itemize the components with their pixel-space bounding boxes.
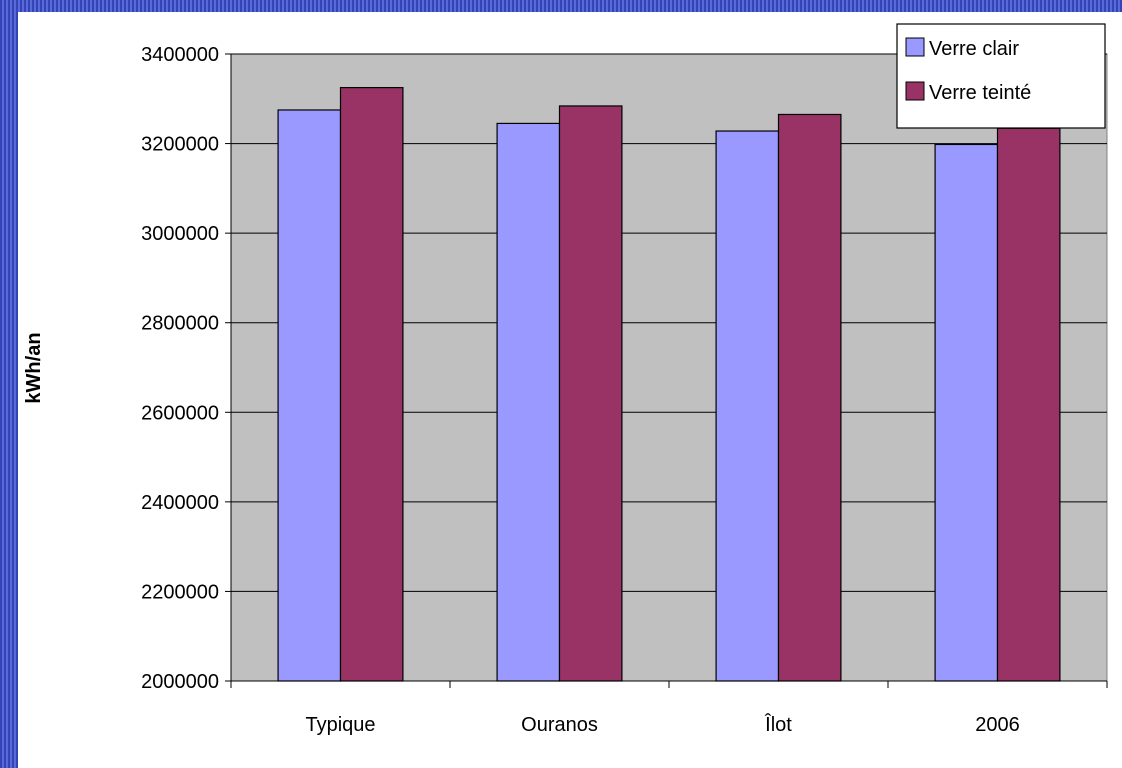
- x-tick-label: 2006: [975, 714, 1020, 736]
- legend-box: [896, 23, 1106, 129]
- legend-swatch: [905, 81, 925, 101]
- y-tick-label: 2600000: [141, 402, 219, 424]
- bar-verre-clair: [715, 130, 780, 682]
- x-tick-label: Typique: [305, 714, 375, 736]
- bar-verre-clair: [277, 109, 342, 682]
- y-tick-label: 2000000: [141, 671, 219, 693]
- y-tick-label: 2400000: [141, 492, 219, 514]
- y-tick-label: 3000000: [141, 223, 219, 245]
- legend-label: Verre clair: [929, 38, 1019, 60]
- bar-verre-clair: [496, 122, 561, 682]
- bar-verre-teint-: [996, 127, 1061, 682]
- y-tick-label: 3400000: [141, 44, 219, 66]
- y-tick-label: 2800000: [141, 313, 219, 335]
- bar-verre-clair: [934, 143, 999, 682]
- axes: [225, 53, 1108, 688]
- legend-swatch: [905, 37, 925, 57]
- legend: Verre clair Verre teinté: [896, 23, 1106, 129]
- bar-verre-teint-: [777, 113, 842, 682]
- y-tick-label: 3200000: [141, 134, 219, 156]
- x-tick-label: Îlot: [764, 713, 792, 736]
- bars: [277, 86, 1061, 682]
- x-tick-labels: Typique Ouranos Îlot 2006: [305, 713, 1019, 736]
- y-tick-label: 2200000: [141, 581, 219, 603]
- bar-verre-teint-: [558, 105, 623, 682]
- y-tick-labels: 2000000 2200000 2400000 2600000 2800000 30000…: [141, 44, 219, 693]
- y-axis-label: kWh/an: [23, 332, 45, 403]
- legend-label: Verre teinté: [929, 82, 1031, 104]
- x-tick-label: Ouranos: [521, 714, 598, 736]
- bar-verre-teint-: [339, 86, 404, 682]
